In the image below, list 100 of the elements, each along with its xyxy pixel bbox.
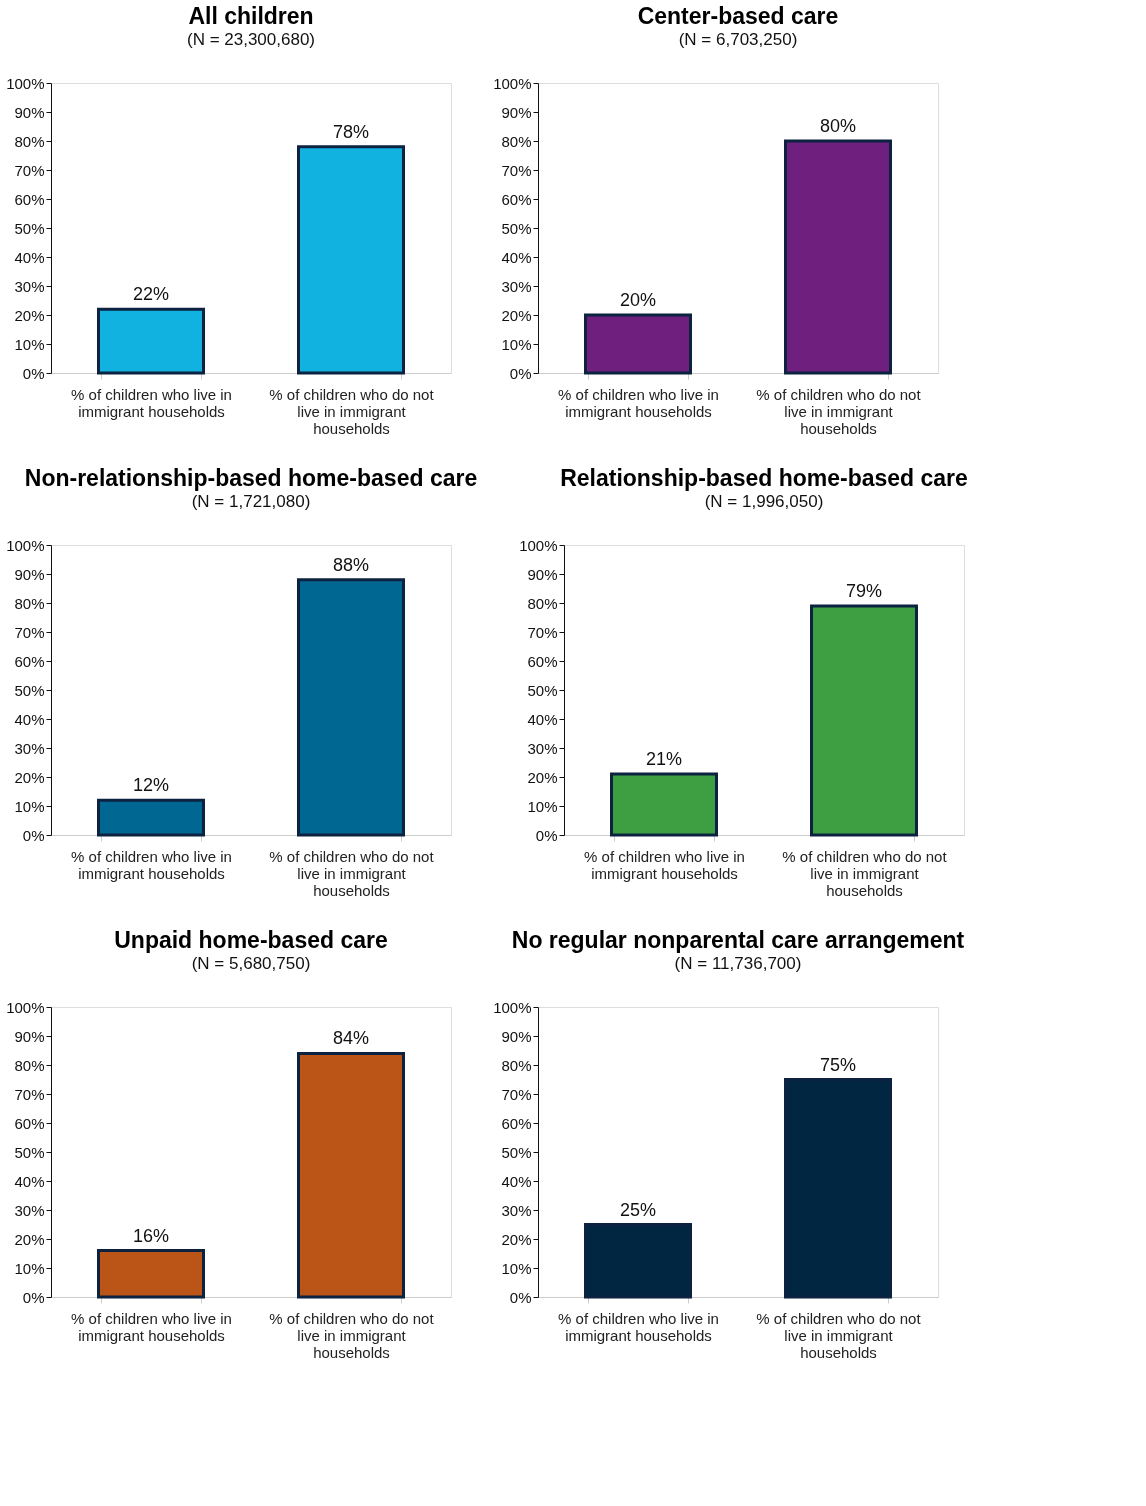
chart-subtitle: (N = 1,996,050) (704, 492, 824, 511)
y-tick-label: 60% (527, 652, 558, 670)
y-tick-label: 90% (14, 103, 45, 121)
y-tick-label: 60% (14, 190, 45, 208)
chart-title: No regular nonparental care arrangement (511, 927, 965, 953)
data-label: 22% (132, 284, 170, 305)
y-tick-label: 90% (501, 1027, 532, 1045)
data-label: 79% (845, 580, 883, 601)
y-tick-label: 40% (527, 710, 558, 728)
y-tick-label: 80% (14, 132, 45, 150)
y-tick-label: 70% (501, 1085, 532, 1103)
x-tick-label: % of children who do not live in immigrant households (269, 847, 435, 899)
y-tick-label: 10% (14, 335, 45, 353)
y-tick-label: 50% (527, 681, 558, 699)
chart-title: Unpaid home-based care (114, 927, 388, 953)
y-tick-label: 80% (14, 1056, 45, 1074)
chart-title: All children (188, 3, 314, 29)
y-tick-label: 0% (509, 364, 532, 382)
y-tick-label: 20% (501, 306, 532, 324)
y-tick-label: 0% (22, 364, 45, 382)
y-tick-label: 50% (14, 1143, 45, 1161)
chart-subtitle: (N = 6,703,250) (678, 30, 798, 49)
y-tick-label: 60% (14, 1114, 45, 1132)
y-tick-label: 40% (501, 248, 532, 266)
y-tick-label: 40% (14, 248, 45, 266)
y-tick-label: 0% (22, 1288, 45, 1306)
y-tick-label: 20% (14, 306, 45, 324)
x-tick-label: % of children who do not live in immigrant households (269, 385, 435, 437)
chart-subtitle: (N = 5,680,750) (191, 954, 311, 973)
y-tick-label: 10% (501, 335, 532, 353)
y-tick-label: 20% (527, 768, 558, 786)
y-tick-label: 30% (501, 1201, 532, 1219)
y-tick-label: 30% (527, 739, 558, 757)
data-label: 21% (645, 749, 683, 770)
data-label: 12% (132, 775, 170, 796)
x-tick-label: % of children who live in immigrant households (584, 847, 745, 882)
y-tick-label: 60% (501, 190, 532, 208)
y-tick-label: 100% (519, 536, 558, 554)
x-tick-label: % of children who do not live in immigrant households (782, 847, 948, 899)
chart-title: Center-based care (637, 3, 839, 29)
x-tick-label: % of children who live in immigrant households (71, 847, 232, 882)
data-label: 88% (332, 554, 370, 575)
x-tick-label: % of children who live in immigrant households (71, 385, 232, 420)
y-tick-label: 50% (14, 681, 45, 699)
chart-title: Relationship-based home-based care (560, 465, 968, 491)
y-tick-label: 100% (493, 74, 532, 92)
y-tick-label: 80% (501, 1056, 532, 1074)
y-tick-label: 0% (509, 1288, 532, 1306)
chart-subtitle: (N = 23,300,680) (186, 30, 316, 49)
y-tick-label: 0% (535, 826, 558, 844)
x-tick-label: % of children who live in immigrant households (71, 1309, 232, 1344)
data-label: 20% (619, 290, 657, 310)
data-label: 80% (819, 116, 857, 136)
y-tick-label: 80% (527, 594, 558, 612)
data-label: 78% (332, 121, 370, 142)
y-tick-label: 10% (14, 797, 45, 815)
y-tick-label: 10% (501, 1259, 532, 1277)
y-tick-label: 40% (14, 710, 45, 728)
data-label: 16% (132, 1225, 170, 1246)
y-tick-label: 10% (527, 797, 558, 815)
y-tick-label: 50% (501, 219, 532, 237)
y-tick-label: 50% (501, 1143, 532, 1161)
x-tick-label: % of children who do not live in immigrant households (269, 1309, 435, 1361)
y-tick-label: 80% (14, 594, 45, 612)
y-tick-label: 70% (14, 623, 45, 641)
y-tick-label: 100% (6, 998, 45, 1016)
data-label: 75% (819, 1054, 857, 1075)
y-tick-label: 0% (22, 826, 45, 844)
y-tick-label: 90% (14, 565, 45, 583)
y-tick-label: 90% (501, 103, 532, 121)
y-tick-label: 70% (14, 1085, 45, 1103)
y-tick-label: 30% (14, 1201, 45, 1219)
y-tick-label: 70% (527, 623, 558, 641)
y-tick-label: 60% (14, 652, 45, 670)
chart-subtitle: (N = 1,721,080) (191, 492, 311, 511)
y-tick-label: 40% (501, 1172, 532, 1190)
y-tick-label: 10% (14, 1259, 45, 1277)
y-tick-label: 30% (14, 739, 45, 757)
data-label: 25% (619, 1199, 657, 1220)
y-tick-label: 40% (14, 1172, 45, 1190)
y-tick-label: 60% (501, 1114, 532, 1132)
y-tick-label: 50% (14, 219, 45, 237)
x-tick-label: % of children who do not live in immigrant households (756, 1309, 922, 1361)
y-tick-label: 20% (501, 1230, 532, 1248)
y-tick-label: 80% (501, 132, 532, 150)
y-tick-label: 70% (501, 161, 532, 179)
chart-title: Non-relationship-based home-based care (24, 465, 478, 491)
y-tick-label: 100% (6, 74, 45, 92)
chart-subtitle: (N = 11,736,700) (674, 954, 802, 973)
x-tick-label: % of children who live in immigrant households (558, 385, 719, 420)
x-tick-label: % of children who live in immigrant households (558, 1309, 719, 1344)
y-tick-label: 100% (493, 998, 532, 1016)
data-label: 84% (332, 1028, 370, 1049)
y-tick-label: 70% (14, 161, 45, 179)
y-tick-label: 30% (14, 277, 45, 295)
y-tick-label: 90% (527, 565, 558, 583)
y-tick-label: 100% (6, 536, 45, 554)
y-tick-label: 90% (14, 1027, 45, 1045)
y-tick-label: 20% (14, 768, 45, 786)
y-tick-label: 20% (14, 1230, 45, 1248)
